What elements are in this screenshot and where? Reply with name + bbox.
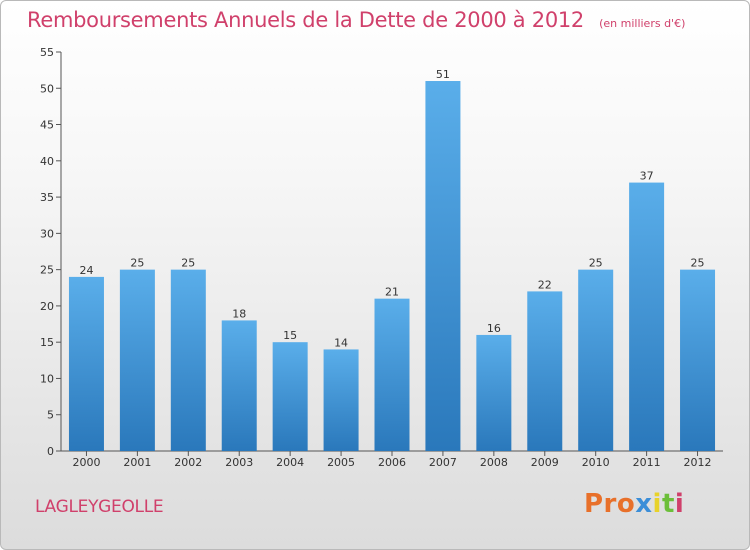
x-tick-label: 2002	[174, 456, 202, 469]
bar	[68, 276, 104, 451]
y-tick-label: 30	[40, 227, 54, 240]
y-tick-label: 40	[40, 155, 54, 168]
bar	[527, 291, 563, 451]
x-tick-label: 2010	[582, 456, 610, 469]
bar	[221, 320, 257, 451]
bar	[272, 342, 308, 451]
bar-value-label: 22	[538, 278, 552, 291]
bar-value-label: 37	[640, 170, 654, 183]
proxiti-logo: Proxiti	[584, 489, 685, 519]
x-tick-label: 2004	[276, 456, 304, 469]
x-tick-label: 2006	[378, 456, 406, 469]
y-tick-label: 50	[40, 82, 54, 95]
x-tick-label: 2007	[429, 456, 457, 469]
bar-value-label: 25	[130, 257, 144, 270]
bar-value-label: 18	[232, 307, 246, 320]
bar	[578, 269, 614, 451]
chart-unit: (en milliers d'€)	[599, 17, 686, 30]
bar	[374, 298, 410, 451]
x-tick-label: 2009	[531, 456, 559, 469]
y-tick-label: 5	[47, 409, 54, 422]
bar	[680, 269, 716, 451]
bar-value-label: 15	[283, 329, 297, 342]
chart-title: Remboursements Annuels de la Dette de 20…	[27, 8, 685, 32]
bar	[476, 334, 512, 451]
y-tick-label: 45	[40, 119, 54, 132]
x-tick-label: 2012	[684, 456, 712, 469]
bar	[119, 269, 155, 451]
bar	[425, 81, 461, 451]
y-tick-label: 25	[40, 264, 54, 277]
y-tick-label: 10	[40, 372, 54, 385]
x-tick-label: 2008	[480, 456, 508, 469]
x-tick-label: 2003	[225, 456, 253, 469]
x-tick-label: 2005	[327, 456, 355, 469]
x-tick-label: 2001	[123, 456, 151, 469]
bar-value-label: 24	[79, 264, 93, 277]
bar-value-label: 14	[334, 336, 348, 349]
bar-value-label: 51	[436, 68, 450, 81]
y-tick-label: 20	[40, 300, 54, 313]
chart-title-text: Remboursements Annuels de la Dette de 20…	[27, 8, 584, 32]
y-tick-label: 15	[40, 336, 54, 349]
y-tick-label: 55	[40, 46, 54, 59]
bar-value-label: 21	[385, 286, 399, 299]
x-tick-label: 2011	[633, 456, 661, 469]
bar-value-label: 16	[487, 322, 501, 335]
bar	[323, 349, 359, 451]
y-tick-label: 0	[47, 445, 54, 458]
commune-name: LAGLEYGEOLLE	[35, 497, 164, 517]
bar-value-label: 25	[589, 257, 603, 270]
bar	[629, 182, 665, 451]
bar-value-label: 25	[691, 257, 705, 270]
bar-value-label: 25	[181, 257, 195, 270]
x-tick-label: 2000	[72, 456, 100, 469]
bar	[170, 269, 206, 451]
y-tick-label: 35	[40, 191, 54, 204]
